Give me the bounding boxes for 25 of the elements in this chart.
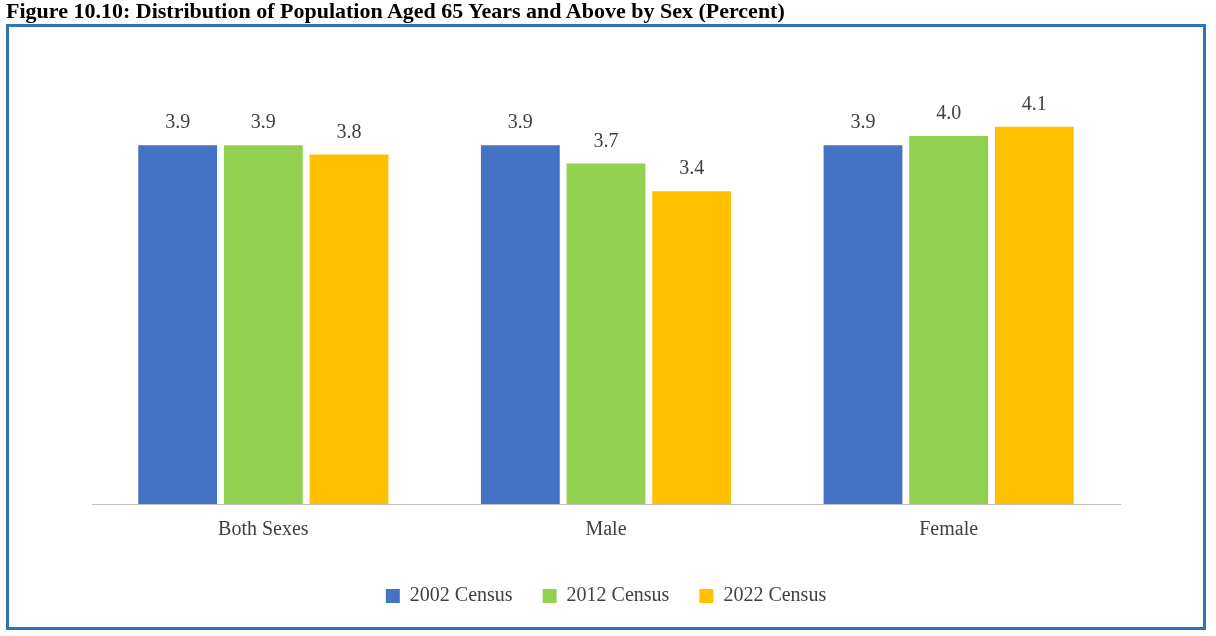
data-label: 4.1 <box>1021 92 1047 115</box>
bar <box>823 145 903 504</box>
legend-label: 2022 Census <box>723 583 827 606</box>
bar <box>223 145 303 504</box>
legend-label: 2012 Census <box>566 583 670 606</box>
data-label: 3.9 <box>250 110 276 133</box>
data-label: 3.4 <box>679 156 705 179</box>
data-label: 3.8 <box>336 119 362 142</box>
data-label: 3.7 <box>593 128 619 151</box>
bar <box>909 136 989 504</box>
x-tick-label: Male <box>585 517 627 540</box>
x-tick-label: Both Sexes <box>218 517 309 540</box>
bar <box>994 126 1074 504</box>
x-tick-label: Female <box>919 517 979 540</box>
data-label: 3.9 <box>507 110 533 133</box>
bar <box>138 145 218 504</box>
data-label: 4.0 <box>936 101 962 124</box>
bar <box>652 191 732 504</box>
legend-label: 2002 Census <box>409 583 513 606</box>
data-label: 3.9 <box>850 110 876 133</box>
bar <box>480 145 560 504</box>
bar <box>566 163 646 504</box>
bar <box>309 154 389 504</box>
chart-title: Figure 10.10: Distribution of Population Aged 65 Years and Above by Sex (Percent) <box>5 0 786 23</box>
data-label: 3.9 <box>165 110 191 133</box>
